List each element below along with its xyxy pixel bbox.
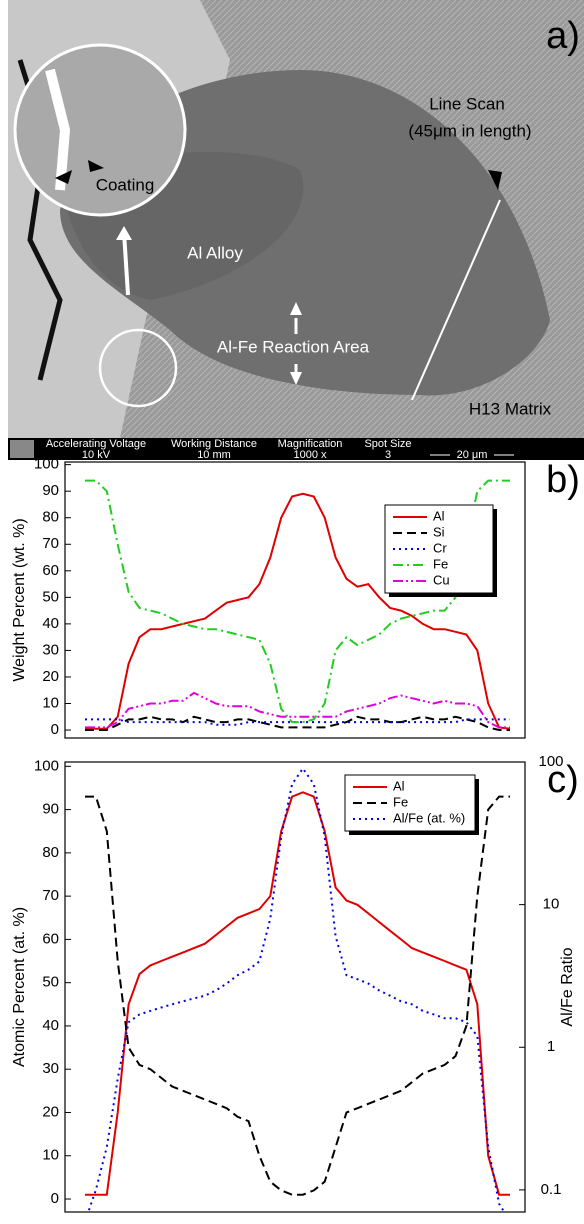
y2-tick-label: 0.1 — [541, 1181, 562, 1198]
info-bar: Accelerating Voltage Working Distance Ma… — [8, 438, 584, 461]
info-value: 10 kV — [82, 449, 111, 461]
info-header: Spot Size — [364, 438, 411, 450]
series-line — [87, 766, 506, 1212]
legend-label: Al — [433, 508, 445, 523]
sem-image: a) Line Scan (45μm in length) Coating Al… — [8, 0, 584, 438]
y-tick-label: 70 — [42, 887, 59, 904]
annotation: Line Scan — [429, 94, 505, 113]
icon — [10, 440, 34, 458]
info-value: 10 mm — [197, 449, 231, 461]
arrowhead — [488, 170, 502, 190]
y2-tick-label: 100 — [538, 753, 563, 770]
y-axis-label: Weight Percent (wt. %) — [11, 518, 28, 681]
y-tick-label: 100 — [34, 456, 59, 473]
legend-label: Cu — [433, 572, 450, 587]
coating-in-inset — [45, 68, 71, 191]
legend-box — [344, 774, 476, 832]
line-scan — [411, 199, 501, 401]
y-tick-label: 10 — [42, 694, 59, 711]
y-tick-label: 30 — [42, 641, 59, 658]
scale-label: 20 μm — [457, 449, 488, 461]
annotation: H13 Matrix — [469, 399, 552, 418]
series-line — [85, 791, 510, 1196]
y-tick-label: 80 — [42, 509, 59, 526]
y-tick-label: 0 — [51, 721, 59, 738]
y-tick-label: 80 — [42, 844, 59, 861]
arrow — [122, 231, 130, 296]
series-line — [85, 718, 510, 726]
y-tick-label: 40 — [42, 1017, 59, 1034]
y2-tick-label: 1 — [547, 1038, 555, 1055]
y-tick-label: 60 — [42, 562, 59, 579]
y2-axis-label: Al/Fe Ratio — [559, 947, 576, 1026]
panel-label: a) — [546, 15, 580, 57]
arrowheads — [55, 160, 104, 184]
legend-label: Fe — [393, 794, 408, 809]
plot-frame — [64, 761, 526, 1213]
series-line — [85, 492, 511, 730]
y-tick-label: 0 — [51, 1190, 59, 1207]
y-tick-label: 50 — [42, 588, 59, 605]
legend-label: Cr — [433, 540, 447, 555]
series-line — [85, 715, 510, 731]
plot-frame — [64, 461, 526, 739]
info-value: 1000 x — [293, 449, 327, 461]
series-line — [85, 795, 510, 1196]
panel-label: c) — [547, 759, 579, 801]
y-tick-label: 100 — [34, 757, 59, 774]
y-tick-label: 90 — [42, 482, 59, 499]
legend-label: Fe — [433, 556, 448, 571]
legend-label: Al — [393, 778, 405, 793]
annotation: Coating — [96, 175, 155, 194]
y-tick-label: 20 — [42, 1103, 59, 1120]
series-line — [85, 479, 510, 724]
panel-label: b) — [546, 459, 580, 501]
y-tick-label: 10 — [42, 1147, 59, 1164]
y-tick-label: 30 — [42, 1060, 59, 1077]
annotation: Al Alloy — [187, 243, 243, 262]
source-circle — [98, 328, 178, 408]
legend-label: Si — [433, 524, 445, 539]
y-tick-label: 70 — [42, 535, 59, 552]
info-header: Accelerating Voltage — [46, 438, 146, 450]
y-tick-label: 40 — [42, 615, 59, 632]
annotation: Al-Fe Reaction Area — [217, 337, 370, 356]
y-tick-label: 50 — [42, 974, 59, 991]
legend-label: Al/Fe (at. %) — [393, 810, 465, 825]
series-line — [85, 691, 510, 729]
legend-box — [384, 504, 494, 594]
y-tick-label: 20 — [42, 668, 59, 685]
info-header: Magnification — [278, 438, 343, 450]
arrowhead — [116, 226, 132, 240]
y2-tick-label: 10 — [543, 896, 560, 913]
annotation: (45μm in length) — [408, 121, 531, 140]
chart: 0 10 20 30 40 50 60 70 80 90 100 0.1 1 10 100 Atomic Pe… — [11, 753, 579, 1213]
y-tick-label: 60 — [42, 930, 59, 947]
y-axis-label: Atomic Percent (at. %) — [11, 907, 28, 1067]
chart: 0 10 20 30 40 50 60 70 80 90 100 Weight Percent (wt… — [11, 456, 580, 739]
info-header: Working Distance — [171, 438, 257, 450]
y-tick-label: 90 — [42, 801, 59, 818]
info-value: 3 — [385, 449, 391, 461]
